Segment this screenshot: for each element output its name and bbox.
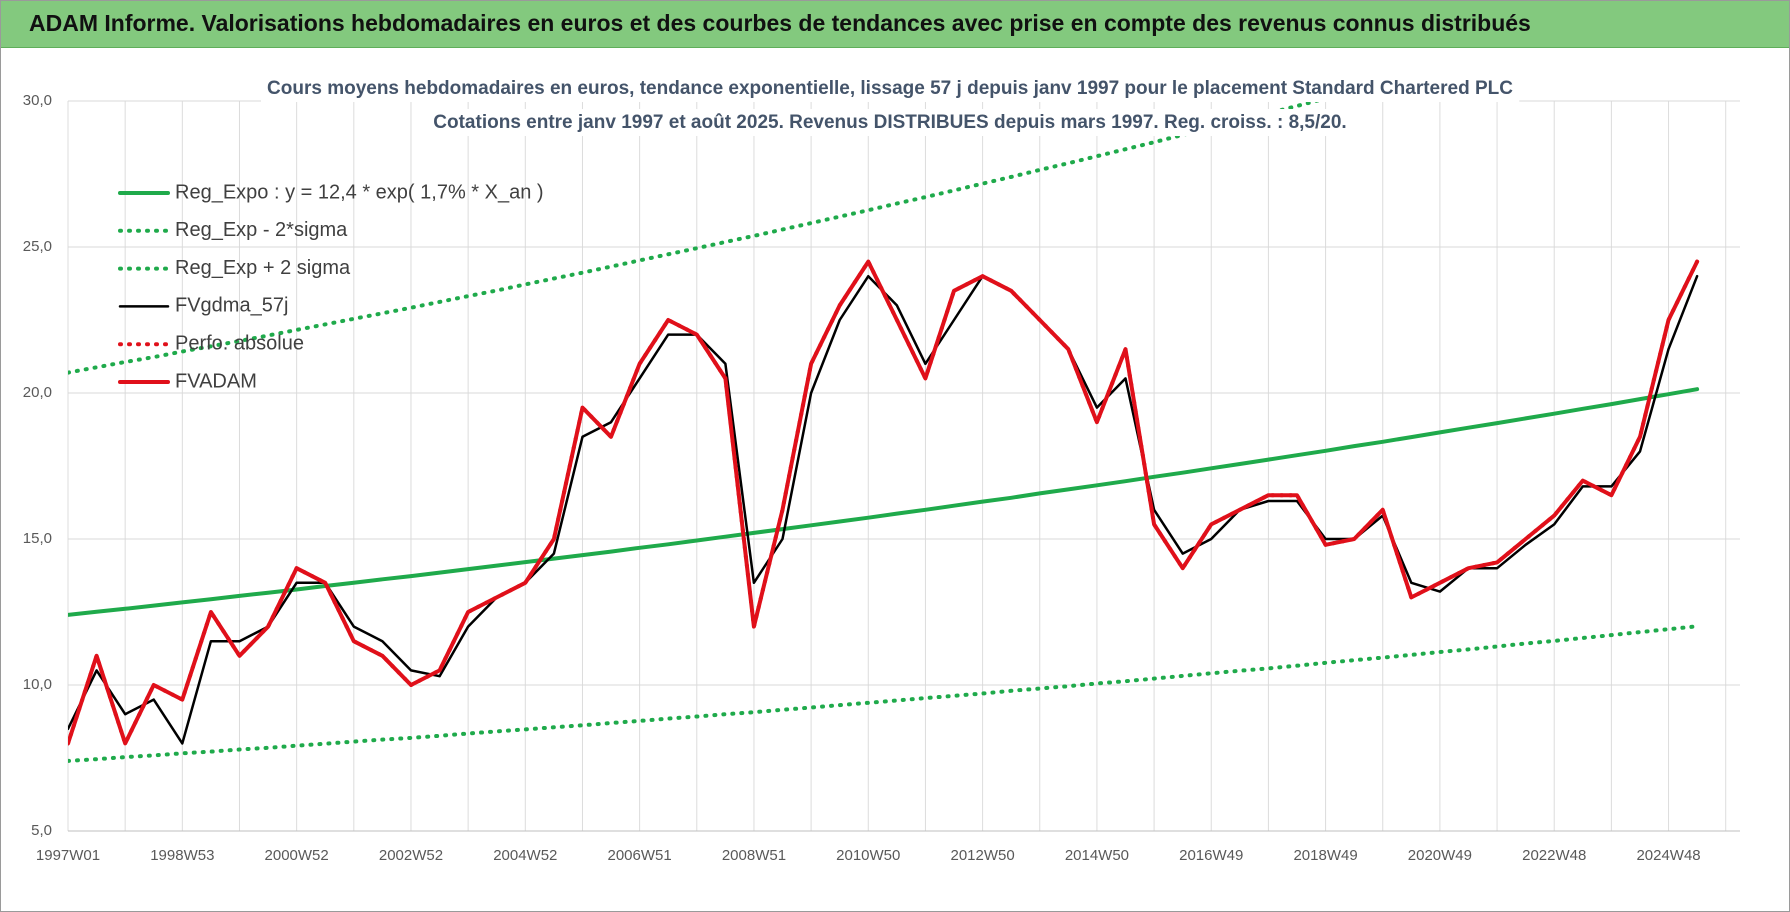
header-bar: ADAM Informe. Valorisations hebdomadaire… bbox=[1, 1, 1789, 48]
series-line bbox=[68, 387, 1700, 617]
y-tick-label: 5,0 bbox=[31, 822, 52, 839]
x-tick-label: 2010W50 bbox=[836, 847, 900, 864]
x-tick-label: 2004W52 bbox=[493, 847, 557, 864]
legend-label: Reg_Exp + 2 sigma bbox=[175, 257, 351, 279]
chart-subtitle: Cotations entre janv 1997 et août 2025. … bbox=[433, 112, 1346, 133]
legend-label: Reg_Expo : y = 12,4 * exp( 1,7% * X_an ) bbox=[175, 181, 544, 203]
x-tick-label: 2024W48 bbox=[1636, 847, 1700, 864]
legend-label: Perfo. absolue bbox=[175, 332, 304, 354]
x-tick-label: 2008W51 bbox=[722, 847, 786, 864]
x-tick-label: 2022W48 bbox=[1522, 847, 1586, 864]
legend-label: Reg_Exp - 2*sigma bbox=[175, 219, 348, 241]
series-line bbox=[68, 259, 1700, 746]
x-tick-label: 2020W49 bbox=[1408, 847, 1472, 864]
x-tick-label: 2012W50 bbox=[950, 847, 1014, 864]
x-tick-label: 2002W52 bbox=[379, 847, 443, 864]
series-line bbox=[68, 274, 1699, 745]
y-tick-label: 10,0 bbox=[23, 676, 52, 693]
chart-title: Cours moyens hebdomadaires en euros, ten… bbox=[267, 78, 1513, 99]
x-tick-label: 1997W01 bbox=[36, 847, 100, 864]
legend-label: FVADAM bbox=[175, 370, 257, 392]
x-tick-label: 2016W49 bbox=[1179, 847, 1243, 864]
legend-label: FVgdma_57j bbox=[175, 295, 288, 317]
plot-area bbox=[68, 100, 1700, 763]
y-tick-label: 15,0 bbox=[23, 530, 52, 547]
x-tick-label: 2014W50 bbox=[1065, 847, 1129, 864]
x-tick-label: 2000W52 bbox=[265, 847, 329, 864]
x-tick-label: 2006W51 bbox=[608, 847, 672, 864]
series-line bbox=[68, 259, 1700, 746]
y-tick-label: 30,0 bbox=[23, 92, 52, 109]
title-bg bbox=[427, 109, 1353, 137]
header-title: ADAM Informe. Valorisations hebdomadaire… bbox=[29, 10, 1531, 36]
x-tick-label: 2018W49 bbox=[1293, 847, 1357, 864]
title-bg bbox=[261, 75, 1520, 103]
x-tick-label: 1998W53 bbox=[150, 847, 214, 864]
y-tick-label: 25,0 bbox=[23, 238, 52, 255]
series-line bbox=[68, 624, 1700, 763]
y-tick-label: 20,0 bbox=[23, 384, 52, 401]
